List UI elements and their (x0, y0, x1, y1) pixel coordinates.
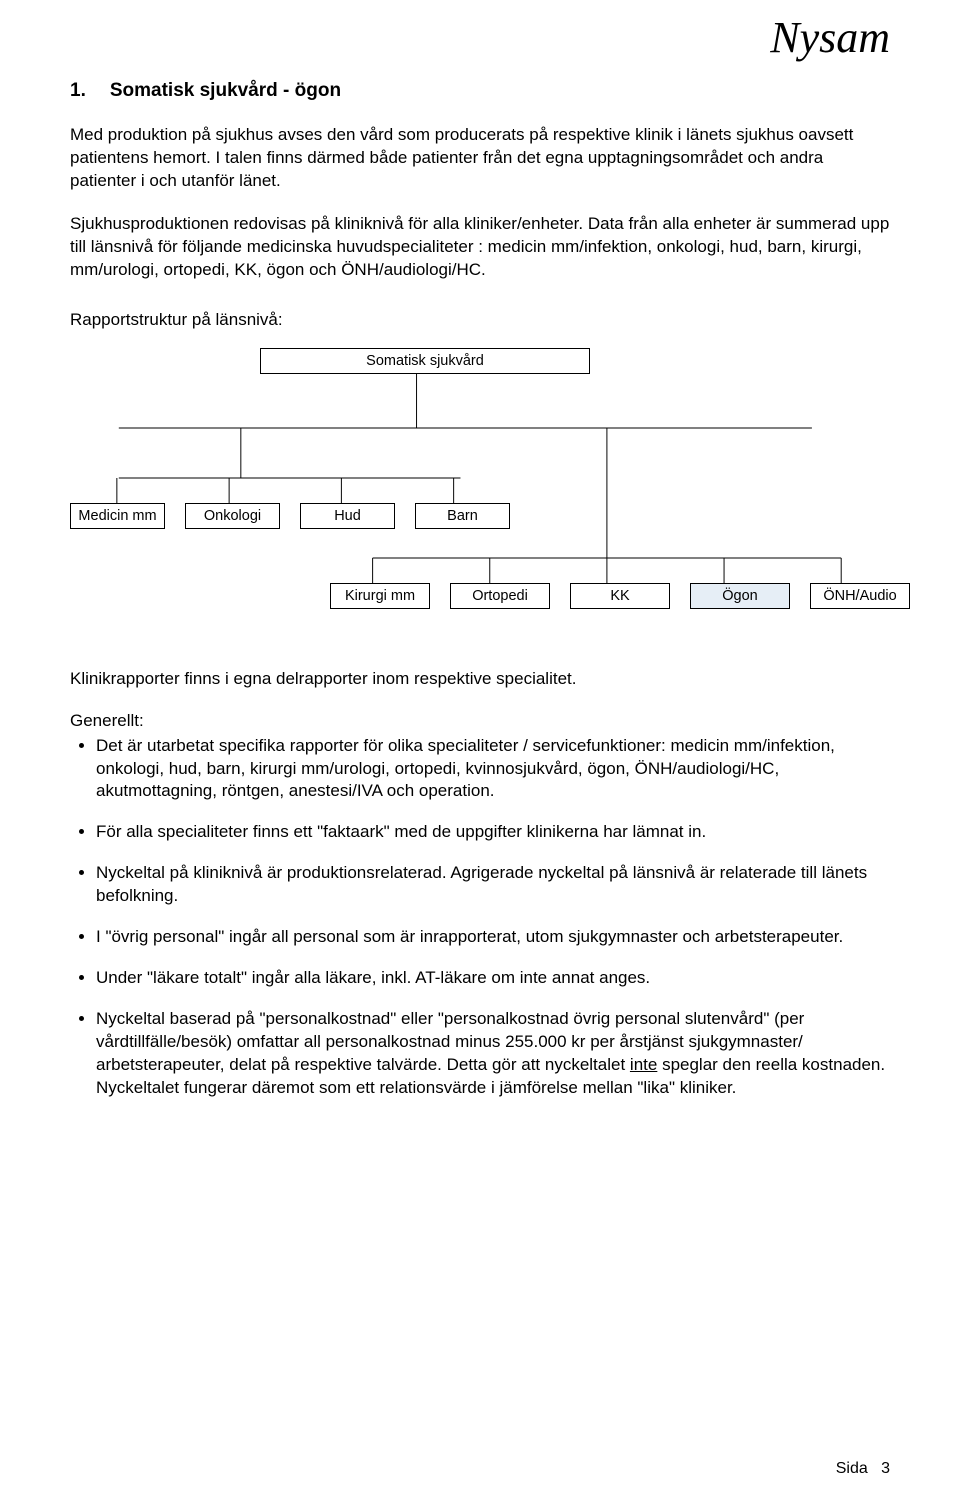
footer: Sida 3 (836, 1460, 890, 1478)
tree-row3-3: Ögon (690, 583, 790, 609)
bullet-5: Nyckeltal baserad på "personalkostnad" e… (96, 1008, 890, 1100)
paragraph-1: Med produktion på sjukhus avses den vård… (70, 124, 890, 193)
brand-logo: Nysam (770, 12, 890, 63)
tree-row3-1: Ortopedi (450, 583, 550, 609)
tree-row3-2: KK (570, 583, 670, 609)
tree-row3-0: Kirurgi mm (330, 583, 430, 609)
page: Nysam 1. Somatisk sjukvård - ögon Med pr… (0, 0, 960, 1506)
tree-row2-0: Medicin mm (70, 503, 165, 529)
bullet-5-underlined: inte (630, 1055, 657, 1074)
bullet-1: För alla specialiteter finns ett "faktaa… (96, 821, 890, 844)
generellt-label: Generellt: (70, 711, 890, 731)
paragraph-2: Sjukhusproduktionen redovisas på klinikn… (70, 213, 890, 282)
bullet-4: Under "läkare totalt" ingår alla läkare,… (96, 967, 890, 990)
bullet-2: Nyckeltal på kliniknivå är produktionsre… (96, 862, 890, 908)
heading: 1. Somatisk sjukvård - ögon (70, 80, 890, 102)
footer-page-number: 3 (881, 1460, 890, 1477)
bullet-0: Det är utarbetat specifika rapporter för… (96, 735, 890, 804)
tree-root: Somatisk sjukvård (260, 348, 590, 374)
footer-label: Sida (836, 1460, 868, 1477)
bullet-3: I "övrig personal" ingår all personal so… (96, 926, 890, 949)
after-tree-paragraph: Klinikrapporter finns i egna delrapporte… (70, 668, 890, 691)
org-tree: Somatisk sjukvård Medicin mm Onkologi Hu… (70, 348, 890, 638)
tree-row2-3: Barn (415, 503, 510, 529)
tree-row2-2: Hud (300, 503, 395, 529)
bullet-list: Det är utarbetat specifika rapporter för… (70, 735, 890, 1100)
heading-number: 1. (70, 80, 86, 102)
tree-row2-1: Onkologi (185, 503, 280, 529)
tree-row3-4: ÖNH/Audio (810, 583, 910, 609)
heading-title: Somatisk sjukvård - ögon (110, 80, 341, 102)
structure-label: Rapportstruktur på länsnivå: (70, 310, 890, 330)
